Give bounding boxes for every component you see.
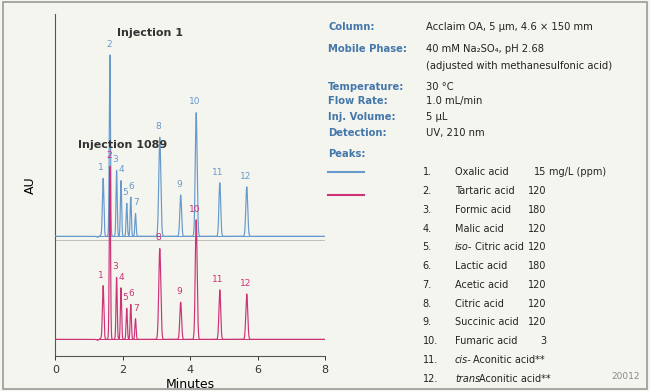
Text: 9.: 9. xyxy=(422,317,432,327)
Text: 4: 4 xyxy=(119,165,125,174)
Text: 120: 120 xyxy=(528,186,546,196)
Text: 120: 120 xyxy=(528,280,546,290)
Text: 7.: 7. xyxy=(422,280,432,290)
Text: 6: 6 xyxy=(129,182,135,191)
Text: 6: 6 xyxy=(129,289,135,298)
Text: mg/L (ppm): mg/L (ppm) xyxy=(549,167,606,177)
Text: 7: 7 xyxy=(133,198,139,207)
Text: 7: 7 xyxy=(133,303,139,312)
Text: 3: 3 xyxy=(112,155,118,164)
Text: 10: 10 xyxy=(189,204,201,213)
Text: Column:: Column: xyxy=(328,22,375,32)
X-axis label: Minutes: Minutes xyxy=(166,378,214,391)
Text: 120: 120 xyxy=(528,317,546,327)
Text: Citric acid: Citric acid xyxy=(455,299,504,308)
Text: Lactic acid: Lactic acid xyxy=(455,261,507,271)
Text: 11: 11 xyxy=(213,274,224,284)
Text: AU: AU xyxy=(23,176,36,194)
Text: 8: 8 xyxy=(155,233,161,242)
Text: Acclaim OA, 5 μm, 4.6 × 150 mm: Acclaim OA, 5 μm, 4.6 × 150 mm xyxy=(426,22,593,32)
Text: 6.: 6. xyxy=(422,261,432,271)
Text: Detection:: Detection: xyxy=(328,128,387,138)
Text: Succinic acid: Succinic acid xyxy=(455,317,519,327)
Text: 12: 12 xyxy=(240,279,251,288)
Text: 5 μL: 5 μL xyxy=(426,112,447,122)
Text: 5: 5 xyxy=(122,188,128,197)
Text: 120: 120 xyxy=(528,242,546,252)
Text: 40 mM Na₂SO₄, pH 2.68: 40 mM Na₂SO₄, pH 2.68 xyxy=(426,44,544,54)
Text: 20012: 20012 xyxy=(612,372,640,381)
Text: 120: 120 xyxy=(528,224,546,233)
Text: Oxalic acid: Oxalic acid xyxy=(455,167,509,177)
Text: 3: 3 xyxy=(112,262,118,271)
FancyBboxPatch shape xyxy=(3,2,647,389)
Text: 8: 8 xyxy=(155,122,161,131)
Text: (adjusted with methanesulfonic acid): (adjusted with methanesulfonic acid) xyxy=(426,61,612,71)
Text: 1.0 mL/min: 1.0 mL/min xyxy=(426,96,482,106)
Text: 180: 180 xyxy=(528,261,546,271)
Text: 9: 9 xyxy=(176,287,182,296)
Text: 30 °C: 30 °C xyxy=(426,82,454,91)
Text: 3.: 3. xyxy=(422,205,432,215)
Text: 4: 4 xyxy=(119,273,125,282)
Text: 11: 11 xyxy=(213,167,224,176)
Text: cis-: cis- xyxy=(455,355,472,365)
Text: Mobile Phase:: Mobile Phase: xyxy=(328,44,408,54)
Text: Tartaric acid: Tartaric acid xyxy=(455,186,515,196)
Text: Malic acid: Malic acid xyxy=(455,224,504,233)
Text: 2.: 2. xyxy=(422,186,432,196)
Text: Fumaric acid: Fumaric acid xyxy=(455,336,517,346)
Text: 15: 15 xyxy=(534,167,546,177)
Text: Aconitic acid**: Aconitic acid** xyxy=(479,374,551,384)
Text: Inj. Volume:: Inj. Volume: xyxy=(328,112,396,122)
Text: 1: 1 xyxy=(98,271,104,280)
Text: 11.: 11. xyxy=(422,355,437,365)
Text: 1.: 1. xyxy=(422,167,432,177)
Text: 12.: 12. xyxy=(422,374,438,384)
Text: 2: 2 xyxy=(106,151,112,160)
Text: 120: 120 xyxy=(528,299,546,308)
Text: 9: 9 xyxy=(176,180,182,189)
Text: 8.: 8. xyxy=(422,299,432,308)
Text: Injection 1: Injection 1 xyxy=(116,29,183,38)
Text: 1: 1 xyxy=(98,163,104,172)
Text: 3: 3 xyxy=(540,336,546,346)
Text: iso-: iso- xyxy=(455,242,473,252)
Text: 5.: 5. xyxy=(422,242,432,252)
Text: 12: 12 xyxy=(240,172,251,181)
Text: 10: 10 xyxy=(189,97,201,106)
Text: 180: 180 xyxy=(528,205,546,215)
Text: trans-: trans- xyxy=(455,374,484,384)
Text: 2: 2 xyxy=(106,40,112,49)
Text: Injection 1089: Injection 1089 xyxy=(78,140,167,150)
Text: 4.: 4. xyxy=(422,224,432,233)
Text: Acetic acid: Acetic acid xyxy=(455,280,508,290)
Text: Formic acid: Formic acid xyxy=(455,205,511,215)
Text: Peaks:: Peaks: xyxy=(328,149,366,158)
Text: 5: 5 xyxy=(122,293,128,302)
Text: UV, 210 nm: UV, 210 nm xyxy=(426,128,484,138)
Text: Temperature:: Temperature: xyxy=(328,82,404,91)
Text: Aconitic acid**: Aconitic acid** xyxy=(473,355,545,365)
Text: Flow Rate:: Flow Rate: xyxy=(328,96,388,106)
Text: Citric acid: Citric acid xyxy=(474,242,523,252)
Text: 10.: 10. xyxy=(422,336,437,346)
